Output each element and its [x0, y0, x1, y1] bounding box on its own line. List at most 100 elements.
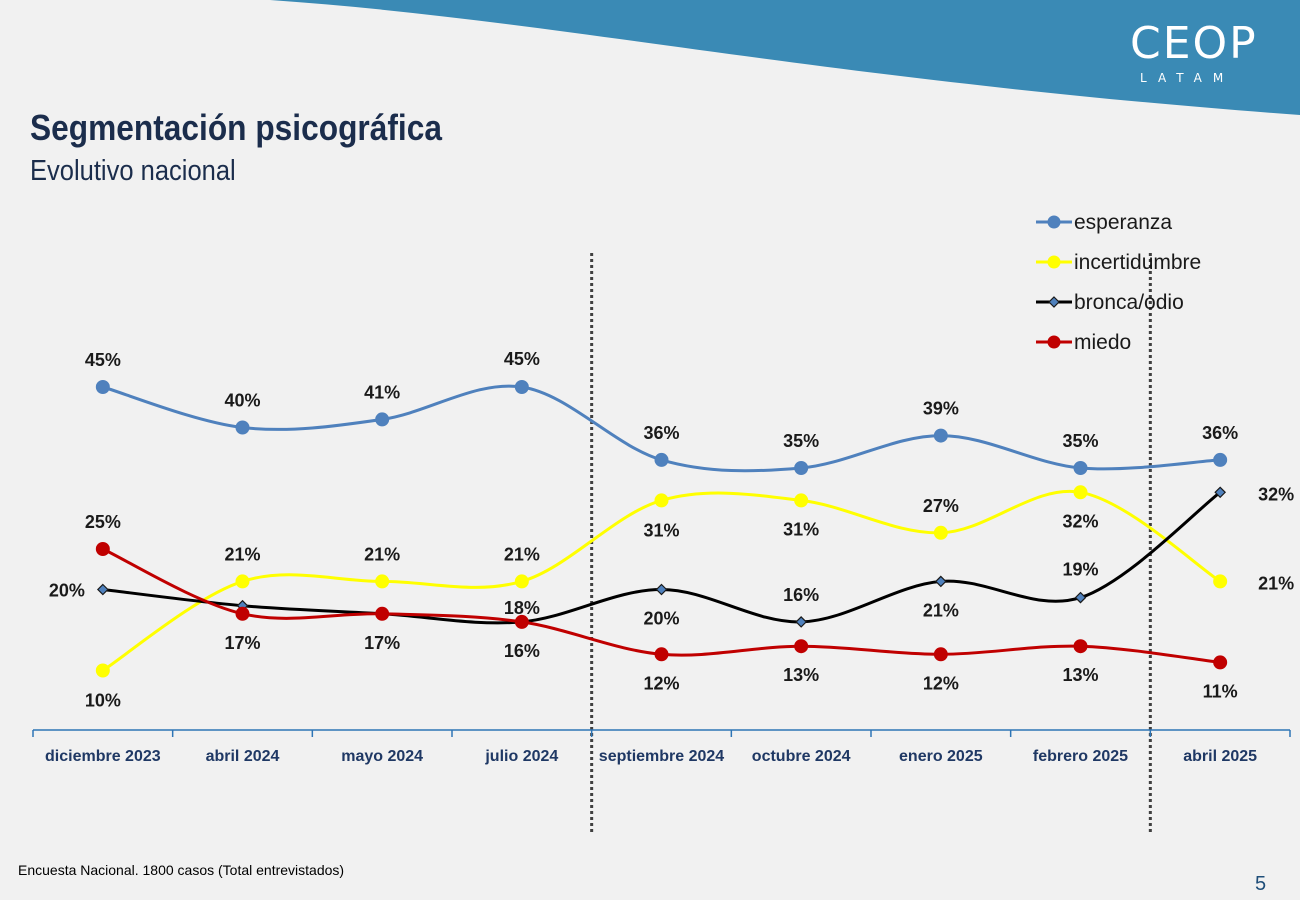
- legend-label-miedo: miedo: [1074, 331, 1131, 354]
- data-label-miedo: 12%: [923, 673, 959, 693]
- data-label-miedo: 25%: [85, 512, 121, 532]
- page-number: 5: [1255, 873, 1267, 895]
- data-label-miedo: 11%: [1203, 681, 1238, 701]
- marker-bronca-odio: [655, 583, 668, 596]
- marker-incertidumbre: [235, 574, 250, 589]
- data-label-esperanza: 35%: [1062, 431, 1098, 451]
- marker-esperanza: [95, 380, 110, 394]
- data-label-bronca-odio: 20%: [49, 581, 85, 601]
- ceop-logo-subtext: LATAM: [1140, 71, 1235, 85]
- marker-incertidumbre: [933, 525, 948, 540]
- marker-incertidumbre: [794, 493, 809, 508]
- legend-marker-esperanza: [1047, 215, 1061, 229]
- data-label-miedo: 16%: [504, 641, 540, 661]
- x-tick-label: abril 2025: [1183, 748, 1257, 765]
- data-label-bronca-odio: 19%: [1062, 560, 1098, 580]
- data-label-bronca-odio: 20%: [643, 609, 679, 629]
- x-tick-label: diciembre 2023: [45, 748, 161, 765]
- data-label-miedo: 17%: [364, 633, 400, 653]
- legend-label-bronca-odio: bronca/odio: [1074, 291, 1184, 314]
- series-markers: [95, 380, 1228, 678]
- data-label-esperanza: 39%: [923, 399, 959, 419]
- footnote: Encuesta Nacional. 1800 casos (Total ent…: [18, 862, 345, 878]
- data-label-incertidumbre: 21%: [364, 544, 400, 564]
- x-tick-label: septiembre 2024: [599, 748, 725, 765]
- x-tick-label: octubre 2024: [752, 748, 851, 765]
- line-incertidumbre: [102, 489, 1221, 672]
- data-label-incertidumbre: 10%: [85, 691, 121, 711]
- data-label-bronca-odio: 21%: [923, 600, 959, 620]
- data-labels: 45% 40% 41% 45% 36% 35% 39% 35% 36% 10% 21% 21% 21% 3…: [49, 349, 1294, 711]
- data-label-esperanza: 41%: [364, 382, 400, 402]
- marker-esperanza: [1073, 461, 1088, 475]
- x-tick-label: julio 2024: [484, 748, 558, 765]
- data-label-incertidumbre: 27%: [923, 496, 959, 516]
- marker-incertidumbre: [375, 574, 390, 589]
- marker-esperanza: [933, 428, 948, 443]
- page-title: Segmentación psicográfica: [30, 107, 442, 148]
- data-label-miedo: 12%: [643, 673, 679, 693]
- data-label-incertidumbre: 31%: [643, 520, 679, 540]
- data-label-esperanza: 36%: [643, 423, 679, 443]
- marker-incertidumbre: [514, 574, 529, 589]
- page-subtitle: Evolutivo nacional: [30, 155, 236, 187]
- marker-esperanza: [235, 420, 250, 435]
- legend-marker-bronca-odio: [1048, 296, 1060, 308]
- marker-esperanza: [514, 380, 529, 394]
- data-label-bronca-odio: 18%: [504, 598, 540, 618]
- ceop-logo: CEOP: [1130, 18, 1258, 69]
- data-label-esperanza: 45%: [504, 349, 540, 369]
- marker-miedo: [1073, 639, 1088, 654]
- data-label-miedo: 13%: [1062, 665, 1098, 685]
- marker-bronca-odio: [934, 575, 947, 588]
- x-tick-label: mayo 2024: [341, 748, 423, 765]
- marker-miedo: [933, 647, 948, 662]
- marker-miedo: [654, 647, 669, 662]
- data-label-incertidumbre: 32%: [1062, 511, 1098, 531]
- marker-bronca-odio: [1074, 591, 1087, 604]
- legend-marker-incertidumbre: [1047, 255, 1061, 269]
- marker-bronca-odio: [1214, 486, 1227, 499]
- marker-esperanza: [654, 452, 669, 467]
- marker-esperanza: [794, 461, 809, 475]
- data-label-incertidumbre: 21%: [224, 544, 260, 564]
- data-label-bronca-odio: 32%: [1258, 484, 1294, 504]
- marker-bronca-odio: [96, 583, 109, 596]
- legend-marker-miedo: [1047, 335, 1061, 349]
- marker-esperanza: [1213, 452, 1228, 467]
- marker-miedo: [95, 542, 110, 556]
- data-label-bronca-odio: 16%: [783, 585, 819, 605]
- marker-incertidumbre: [654, 493, 669, 508]
- data-label-incertidumbre: 21%: [1258, 573, 1294, 593]
- marker-incertidumbre: [95, 663, 110, 678]
- data-label-miedo: 13%: [783, 665, 819, 685]
- data-label-esperanza: 40%: [224, 391, 260, 411]
- data-label-esperanza: 35%: [783, 431, 819, 451]
- data-label-esperanza: 36%: [1202, 423, 1238, 443]
- line-miedo: [102, 547, 1221, 664]
- marker-bronca-odio: [795, 616, 808, 628]
- data-label-incertidumbre: 31%: [783, 519, 819, 539]
- header-banner: [270, 0, 1300, 115]
- marker-miedo: [375, 606, 390, 621]
- line-bronca-odio: [102, 491, 1222, 625]
- x-tick-label: enero 2025: [899, 748, 983, 765]
- data-label-miedo: 17%: [224, 633, 260, 653]
- x-tick-label: febrero 2025: [1033, 748, 1128, 765]
- x-axis: diciembre 2023 abril 2024 mayo 2024 julio 2…: [32, 729, 1291, 765]
- marker-incertidumbre: [1073, 485, 1088, 500]
- legend-label-esperanza: esperanza: [1074, 211, 1172, 234]
- data-label-incertidumbre: 21%: [504, 544, 540, 564]
- period-dividers: [590, 253, 1152, 833]
- banner-wave: [270, 0, 1300, 115]
- marker-miedo: [1213, 655, 1228, 670]
- marker-miedo: [514, 614, 529, 629]
- chart-legend: esperanza incertidumbre bronca/odio miedo: [1036, 211, 1201, 354]
- x-tick-label: abril 2024: [206, 748, 280, 765]
- marker-miedo: [794, 639, 809, 654]
- marker-miedo: [235, 606, 250, 621]
- marker-esperanza: [375, 412, 390, 427]
- data-label-esperanza: 45%: [85, 350, 121, 370]
- marker-incertidumbre: [1213, 574, 1228, 589]
